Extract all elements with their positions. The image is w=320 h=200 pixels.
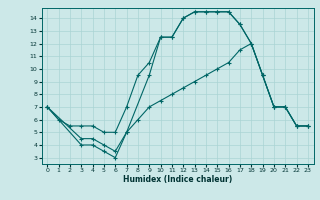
X-axis label: Humidex (Indice chaleur): Humidex (Indice chaleur) [123,175,232,184]
